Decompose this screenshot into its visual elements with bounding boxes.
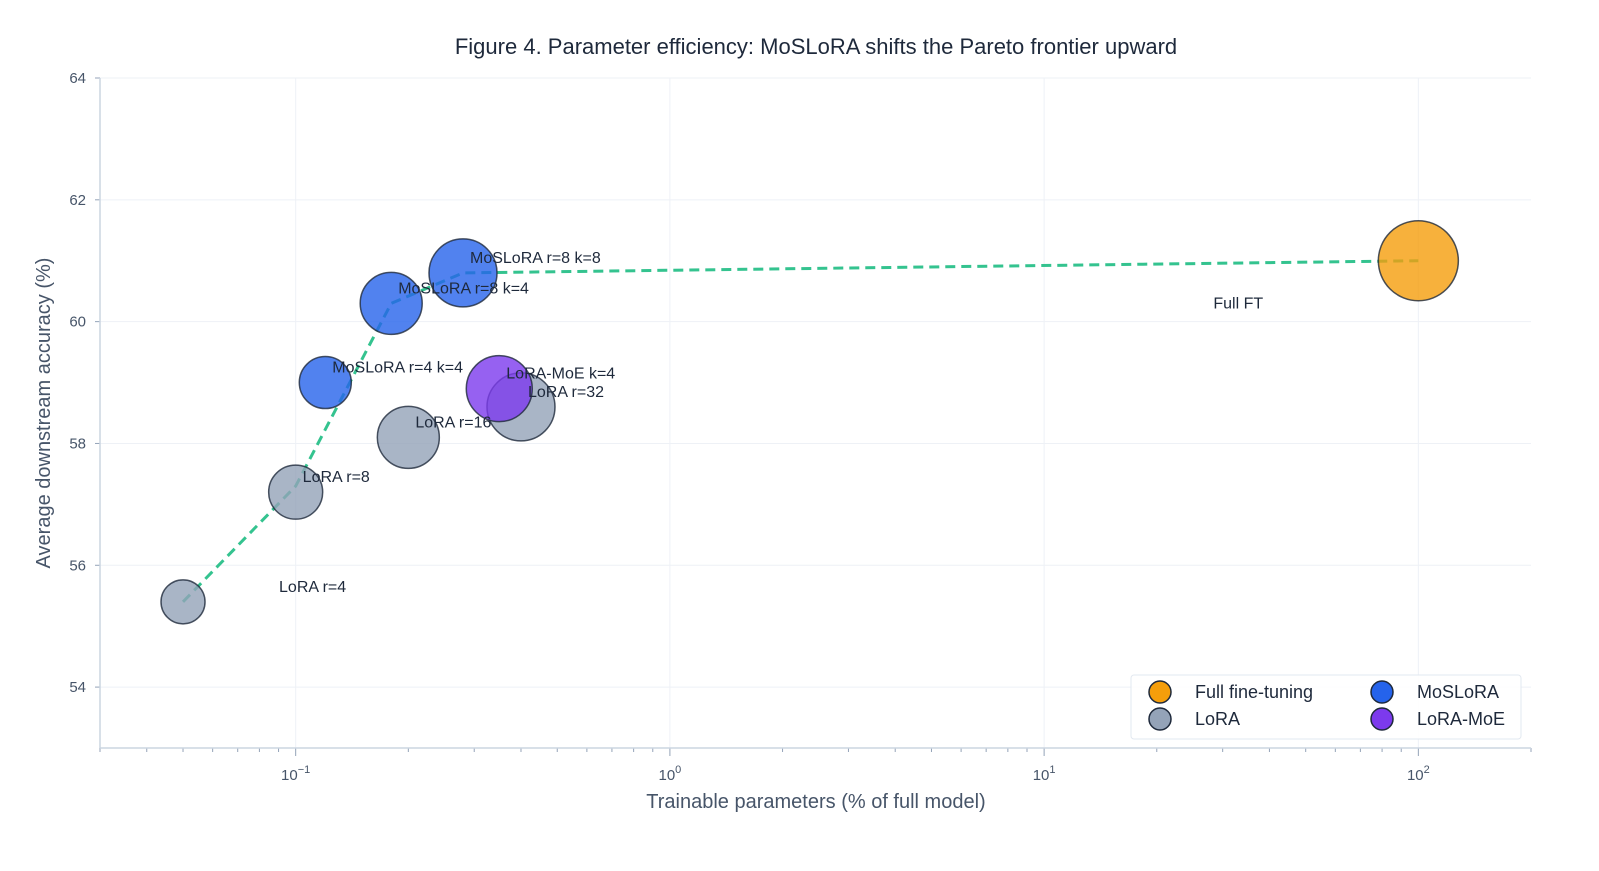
- data-point: [267, 464, 324, 520]
- data-point-label: MoSLoRA r=4 k=4: [332, 360, 463, 377]
- data-point-label: Full FT: [1213, 296, 1263, 313]
- data-point: [465, 354, 534, 423]
- y-tick-label: 56: [69, 557, 86, 574]
- x-tick-base: 10: [1407, 767, 1424, 784]
- data-point: [298, 355, 353, 410]
- legend-marker: [1148, 680, 1172, 704]
- x-tick-exponent: 1: [1049, 764, 1055, 776]
- y-axis-label: Average downstream accuracy (%): [33, 258, 55, 569]
- x-tick-base: 10: [658, 767, 675, 784]
- x-tick-exponent: 0: [675, 764, 681, 776]
- x-tick-label: 100: [658, 764, 681, 784]
- y-tick-label: 58: [69, 435, 86, 452]
- data-point: [359, 271, 423, 336]
- data-point: [160, 579, 206, 625]
- points: [160, 219, 1460, 625]
- legend-label: LoRA-MoE: [1417, 709, 1505, 729]
- data-point-label: LoRA-MoE k=4: [506, 366, 615, 383]
- x-tick-label: 102: [1407, 764, 1430, 784]
- x-tick-exponent: 2: [1424, 764, 1430, 776]
- y-tick-label: 60: [69, 314, 86, 331]
- data-point-label: MoSLoRA r=8 k=4: [398, 280, 529, 297]
- data-point: [376, 405, 441, 470]
- y-tick-label: 54: [69, 679, 86, 696]
- legend-label: Full fine-tuning: [1195, 682, 1313, 702]
- point-labels: Full FT LoRA r=4 LoRA r=8 LoRA r=16 LoRA r=3…: [279, 250, 1263, 596]
- x-tick-base: 10: [1033, 767, 1050, 784]
- grid: [100, 77, 1531, 748]
- data-point: [1377, 219, 1460, 302]
- data-point-label: MoSLoRA r=8 k=8: [470, 250, 601, 267]
- x-tick-base: 10: [281, 767, 298, 784]
- legend-label: LoRA: [1195, 709, 1240, 729]
- x-tick-label: 10−1: [281, 764, 310, 784]
- legend-marker: [1370, 707, 1394, 731]
- legend-box: [1130, 674, 1522, 740]
- legend: Full fine-tuning LoRA MoSLoRA LoRA-MoE: [1130, 674, 1522, 740]
- data-point-label: LoRA r=8: [303, 469, 370, 486]
- y-tick-label: 62: [69, 192, 86, 209]
- x-tick-exponent: −1: [298, 764, 311, 776]
- data-point-label: LoRA r=32: [528, 384, 604, 401]
- legend-marker: [1370, 680, 1394, 704]
- y-tick-label: 64: [69, 70, 86, 87]
- legend-label: MoSLoRA: [1417, 682, 1499, 702]
- data-point-label: LoRA r=16: [415, 414, 491, 431]
- x-axis-label: Trainable parameters (% of full model): [646, 791, 985, 813]
- chart-title: Figure 4. Parameter efficiency: MoSLoRA …: [455, 34, 1177, 59]
- legend-marker: [1148, 707, 1172, 731]
- data-point: [428, 238, 498, 308]
- data-point-label: LoRA r=4: [279, 579, 346, 596]
- x-tick-label: 101: [1033, 764, 1056, 784]
